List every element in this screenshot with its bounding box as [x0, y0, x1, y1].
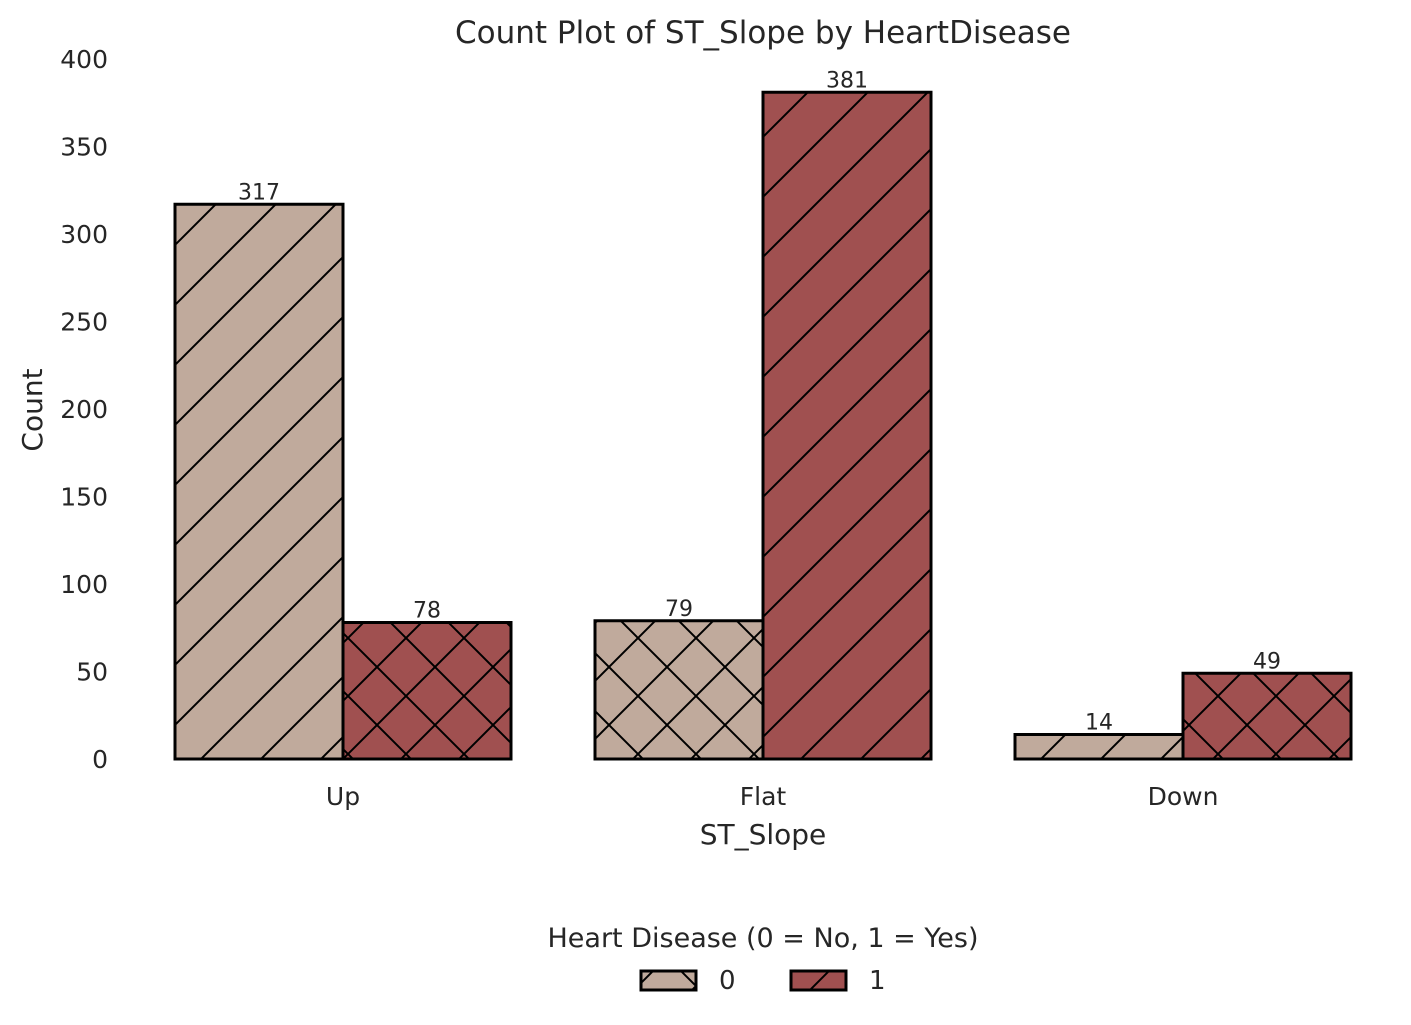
y-tick-label-100: 100: [60, 570, 108, 599]
y-axis: 0 50 100 150 200 250 300 350 400: [60, 45, 108, 774]
y-tick-label-250: 250: [60, 308, 108, 337]
data-label-up-1: 78: [413, 599, 441, 624]
bar-up-1: [341, 621, 513, 761]
y-tick-label-400: 400: [60, 45, 108, 74]
y-tick-label-300: 300: [60, 220, 108, 249]
x-axis-label: ST_Slope: [700, 818, 827, 851]
x-tick-label-up: Up: [326, 782, 360, 811]
bar-flat-0: [593, 619, 765, 761]
y-tick-label-50: 50: [76, 658, 108, 687]
x-axis: Up Flat Down: [326, 782, 1219, 811]
legend-label-1: 1: [869, 966, 886, 996]
data-label-up-0: 317: [238, 180, 280, 205]
legend-swatch-1: [789, 969, 848, 992]
x-tick-label-down: Down: [1148, 782, 1219, 811]
data-label-down-0: 14: [1085, 711, 1113, 736]
legend-swatch-0: [639, 969, 698, 992]
legend-label-0: 0: [719, 966, 736, 996]
bar-up-0: [173, 202, 345, 761]
y-axis-label: Count: [16, 368, 49, 451]
data-label-flat-0: 79: [665, 597, 693, 622]
chart-title: Count Plot of ST_Slope by HeartDisease: [455, 15, 1071, 51]
x-tick-label-flat: Flat: [740, 782, 787, 811]
legend: Heart Disease (0 = No, 1 = Yes) 0 1: [548, 923, 979, 996]
legend-title: Heart Disease (0 = No, 1 = Yes): [548, 923, 979, 954]
bar-down-1: [1181, 671, 1353, 761]
y-tick-label-350: 350: [60, 133, 108, 162]
bar-flat-1: [761, 90, 933, 761]
y-tick-label-0: 0: [92, 745, 108, 774]
y-tick-label-150: 150: [60, 483, 108, 512]
data-label-down-1: 49: [1253, 649, 1281, 674]
data-label-flat-1: 381: [826, 68, 868, 93]
bar-down-0: [1013, 733, 1185, 761]
bars-group: 317 78 79 381 14 49: [173, 68, 1353, 761]
y-tick-label-200: 200: [60, 395, 108, 424]
